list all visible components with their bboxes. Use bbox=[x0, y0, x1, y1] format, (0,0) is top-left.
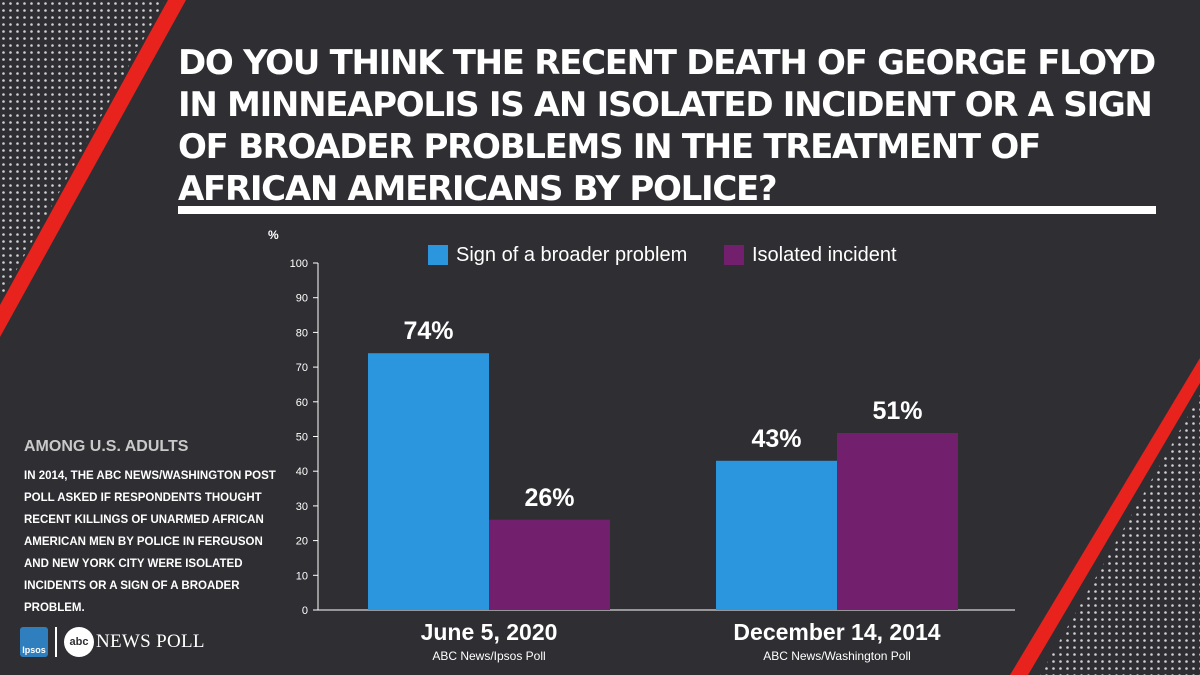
ipsos-logo-text: Ipsos bbox=[22, 645, 46, 655]
x-category-source: ABC News/Washington Poll bbox=[763, 649, 911, 663]
y-tick-label: 90 bbox=[296, 293, 308, 305]
y-tick-label: 20 bbox=[296, 536, 308, 548]
bottom-right-red-stripe bbox=[1010, 358, 1200, 675]
x-category-source: ABC News/Ipsos Poll bbox=[432, 649, 545, 663]
legend-label-isolated-incident: Isolated incident bbox=[752, 243, 897, 266]
logo-bar: Ipsos abc NEWS POLL bbox=[20, 626, 205, 658]
legend-item-isolated-incident: Isolated incident bbox=[724, 240, 897, 270]
news-poll-logo-text: NEWS POLL bbox=[96, 631, 205, 652]
abc-logo-text: abc bbox=[69, 636, 89, 648]
y-tick-label: 0 bbox=[302, 605, 308, 617]
bar-data-label: 26% bbox=[524, 484, 574, 512]
bar-data-label: 74% bbox=[403, 317, 453, 345]
ipsos-logo: Ipsos bbox=[20, 627, 48, 657]
x-category-label: June 5, 2020 bbox=[421, 619, 558, 645]
title-divider bbox=[178, 206, 1156, 214]
y-tick-label: 60 bbox=[296, 397, 308, 409]
y-tick-label: 80 bbox=[296, 327, 308, 339]
bottom-right-dot-pattern bbox=[1040, 395, 1200, 675]
y-tick-label: 100 bbox=[290, 258, 308, 270]
x-category-label: December 14, 2014 bbox=[733, 619, 940, 645]
legend-swatch-purple bbox=[724, 245, 744, 265]
bar-data-label: 43% bbox=[751, 425, 801, 453]
bar-isolated-incident bbox=[837, 433, 958, 610]
bar-broader-problem bbox=[716, 460, 837, 610]
y-axis-unit-label: % bbox=[268, 228, 279, 242]
y-tick-label: 10 bbox=[296, 570, 308, 582]
side-heading: AMONG U.S. ADULTS bbox=[24, 438, 189, 455]
top-left-red-stripe bbox=[0, 0, 186, 337]
abc-logo: abc bbox=[64, 627, 94, 657]
y-tick-label: 50 bbox=[296, 432, 308, 444]
logo-divider bbox=[55, 627, 57, 657]
y-tick-label: 30 bbox=[296, 501, 308, 513]
legend-label-broader-problem: Sign of a broader problem bbox=[456, 243, 688, 266]
y-tick-label: 40 bbox=[296, 466, 308, 478]
bar-data-label: 51% bbox=[872, 397, 922, 425]
legend-swatch-blue bbox=[428, 245, 448, 265]
top-left-dot-pattern bbox=[0, 0, 165, 300]
bar-isolated-incident bbox=[489, 519, 610, 610]
legend-item-broader-problem: Sign of a broader problem bbox=[428, 240, 687, 270]
y-tick-label: 70 bbox=[296, 362, 308, 374]
bar-broader-problem bbox=[368, 353, 489, 610]
page-title: DO YOU THINK THE RECENT DEATH OF GEORGE … bbox=[178, 43, 1156, 209]
side-note: IN 2014, THE ABC NEWS/WASHINGTON POST PO… bbox=[24, 470, 276, 614]
